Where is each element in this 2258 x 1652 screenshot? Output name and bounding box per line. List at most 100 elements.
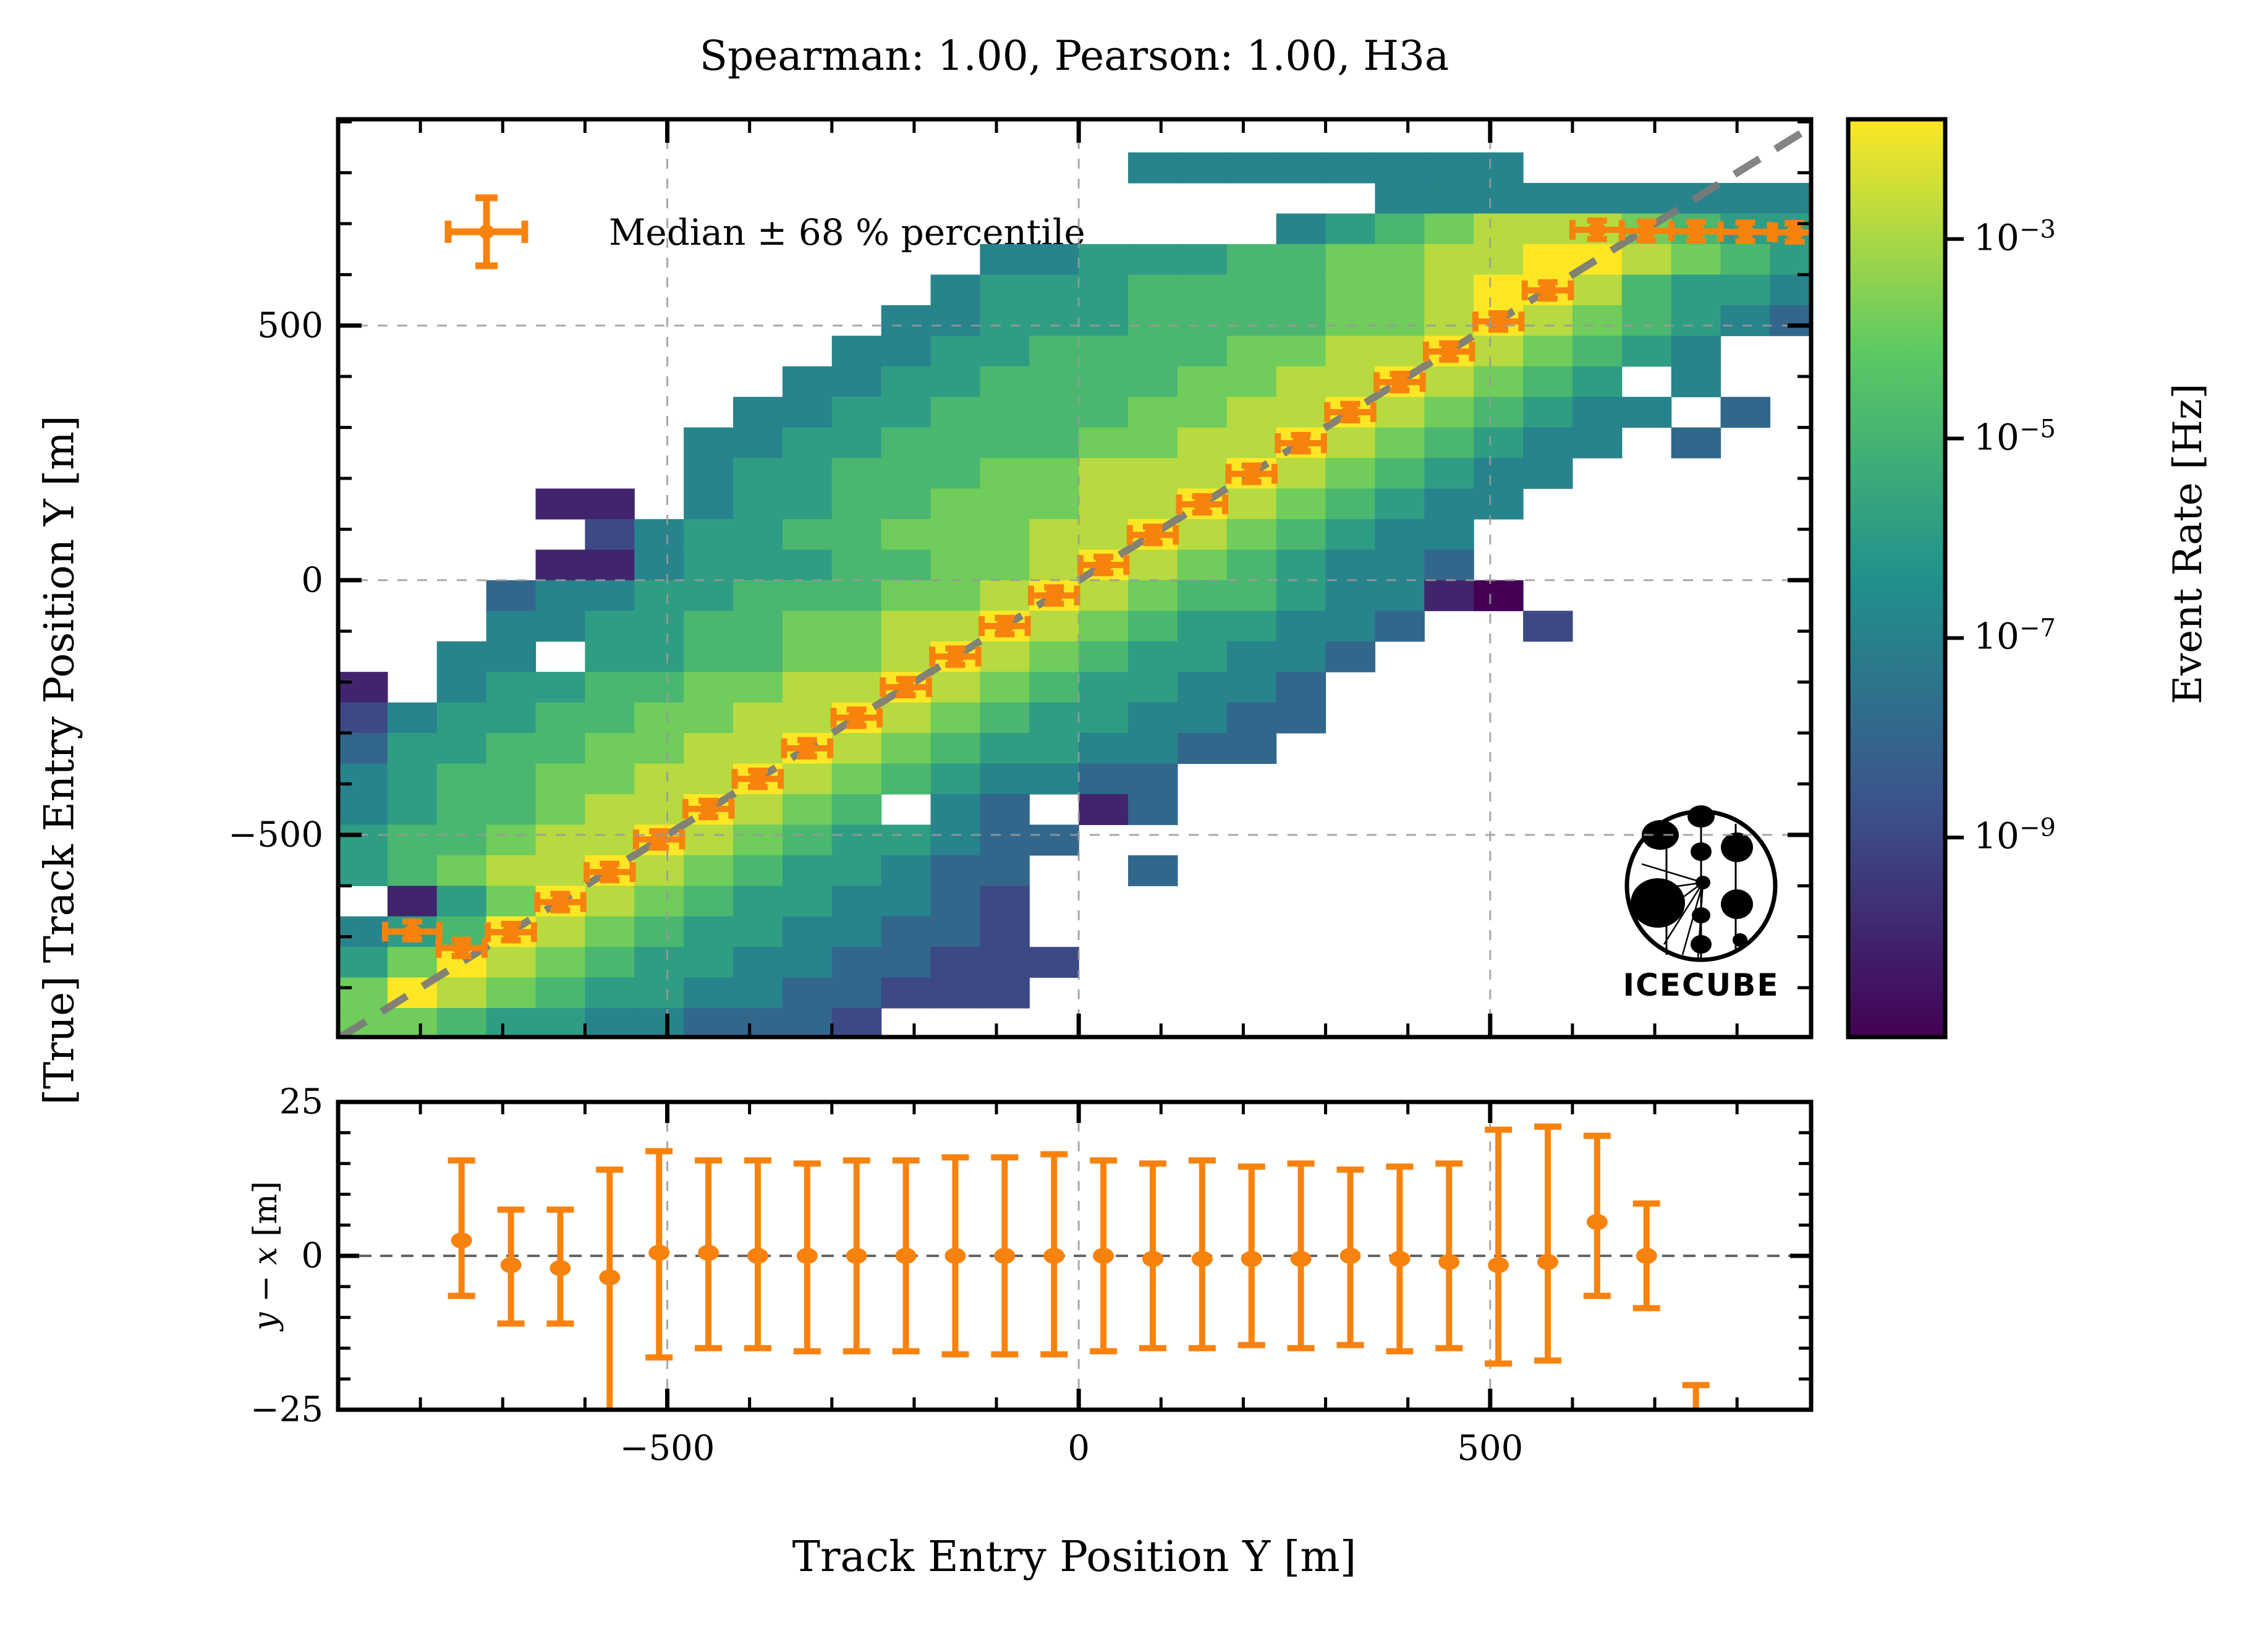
- heatmap-cell: [1226, 733, 1277, 765]
- heatmap-cell: [535, 580, 585, 611]
- heatmap-cell: [1572, 274, 1623, 306]
- heatmap-cell: [1671, 305, 1721, 336]
- heatmap-cell: [1424, 366, 1474, 397]
- residual-errorbar-series: [448, 1123, 1710, 1410]
- heatmap-cell: [1375, 458, 1425, 489]
- heatmap-cell: [585, 549, 635, 581]
- heatmap-cell: [1572, 397, 1623, 428]
- heatmap-cell: [1226, 580, 1277, 611]
- heatmap-cell: [1523, 336, 1573, 367]
- y-tick-label-residual: 25: [279, 1082, 323, 1122]
- x-tick-label: −500: [619, 1428, 715, 1468]
- heatmap-cell: [1079, 702, 1129, 734]
- heatmap-cell: [1079, 274, 1129, 306]
- heatmap-cell: [1671, 244, 1721, 275]
- heatmap-cell: [980, 244, 1030, 275]
- heatmap-cell: [1325, 458, 1376, 489]
- y-tick-label-residual: −25: [250, 1389, 323, 1430]
- heatmap-cell: [1276, 611, 1326, 642]
- heatmap-cell: [684, 641, 734, 672]
- heatmap-cell: [733, 611, 783, 642]
- heatmap-cell: [1128, 152, 1178, 184]
- heatmap-cell: [486, 641, 537, 672]
- heatmap-cell: [930, 763, 981, 795]
- heatmap-cell: [733, 733, 783, 765]
- heatmap-cell: [1029, 702, 1079, 734]
- heatmap-cell: [1523, 458, 1573, 489]
- heatmap-cell: [585, 641, 635, 672]
- heatmap-cell: [1770, 183, 1811, 214]
- heatmap-cell: [1375, 397, 1425, 428]
- heatmap-cell: [881, 702, 932, 734]
- heatmap-cell: [387, 947, 438, 978]
- heatmap-cell: [1375, 274, 1425, 306]
- heatmap-cell: [585, 519, 635, 550]
- heatmap-cell: [634, 977, 684, 1009]
- heatmap-cell: [338, 794, 388, 825]
- heatmap-cell: [980, 305, 1030, 336]
- heatmap-cell: [1029, 641, 1079, 672]
- heatmap-cell: [1572, 305, 1623, 336]
- heatmap-cell: [1079, 641, 1129, 672]
- heatmap-cell: [1128, 336, 1178, 367]
- heatmap-cell: [1474, 152, 1524, 184]
- colorbar: [1846, 117, 1964, 1040]
- heatmap-cell: [1474, 244, 1524, 275]
- heatmap-cell: [782, 702, 833, 734]
- heatmap-cell: [1276, 580, 1326, 611]
- heatmap-cell: [535, 977, 585, 1009]
- heatmap-cell: [585, 886, 635, 917]
- heatmap-cell: [1029, 733, 1079, 765]
- heatmap-cell: [585, 824, 635, 856]
- heatmap-cell: [980, 916, 1030, 947]
- heatmap-cell: [1079, 580, 1129, 611]
- heatmap-cell: [1523, 213, 1573, 245]
- colorbar-tick-label: 10−7: [1974, 614, 2056, 658]
- heatmap-cell: [1375, 336, 1425, 367]
- heatmap-cell: [1621, 244, 1672, 275]
- heatmap-cell: [1226, 672, 1277, 703]
- heatmap-cell: [1128, 611, 1178, 642]
- y-tick-label-residual: 0: [301, 1235, 323, 1276]
- heatmap-cell: [1375, 427, 1425, 459]
- heatmap-cell: [1079, 672, 1129, 703]
- heatmap-cell: [1226, 488, 1277, 520]
- heatmap-cell: [733, 916, 783, 947]
- heatmap-cell: [831, 763, 882, 795]
- heatmap-cell: [831, 947, 882, 978]
- heatmap-cell: [1177, 611, 1228, 642]
- heatmap-cell: [1276, 702, 1326, 734]
- heatmap-cell: [535, 488, 585, 520]
- heatmap-cell: [980, 824, 1030, 856]
- heatmap-cell: [1474, 183, 1524, 214]
- identity-diagonal-line: [338, 122, 1811, 1037]
- heatmap-cell: [634, 855, 684, 886]
- heatmap-cell: [338, 947, 388, 978]
- heatmap-cell: [1424, 580, 1474, 611]
- heatmap-cell: [930, 733, 981, 765]
- heatmap-cell: [1720, 274, 1771, 306]
- heatmap-cell: [1325, 488, 1376, 520]
- heatmap-cell: [782, 886, 833, 917]
- heatmap-cell: [1128, 763, 1178, 795]
- heatmap-cell: [831, 1008, 882, 1037]
- heatmap-cell: [782, 947, 833, 978]
- heatmap-cell: [831, 916, 882, 947]
- heatmap-cell: [733, 886, 783, 917]
- heatmap-cell: [486, 611, 537, 642]
- heatmap-cell: [1720, 397, 1771, 428]
- heatmap-cell: [1720, 183, 1771, 214]
- x-tick-label: 500: [1457, 1428, 1524, 1468]
- heatmap-cell: [1621, 183, 1672, 214]
- heatmap-cell: [1029, 519, 1079, 550]
- heatmap-cell: [1424, 458, 1474, 489]
- heatmap-cell: [585, 916, 635, 947]
- heatmap-cell: [1177, 366, 1228, 397]
- heatmap-cell: [930, 794, 981, 825]
- heatmap-cell: [1177, 274, 1228, 306]
- heatmap-cell: [881, 549, 932, 581]
- heatmap-cell: [1523, 183, 1573, 214]
- heatmap-cell: [1128, 702, 1178, 734]
- heatmap-cell: [436, 824, 487, 856]
- heatmap-cell: [782, 519, 833, 550]
